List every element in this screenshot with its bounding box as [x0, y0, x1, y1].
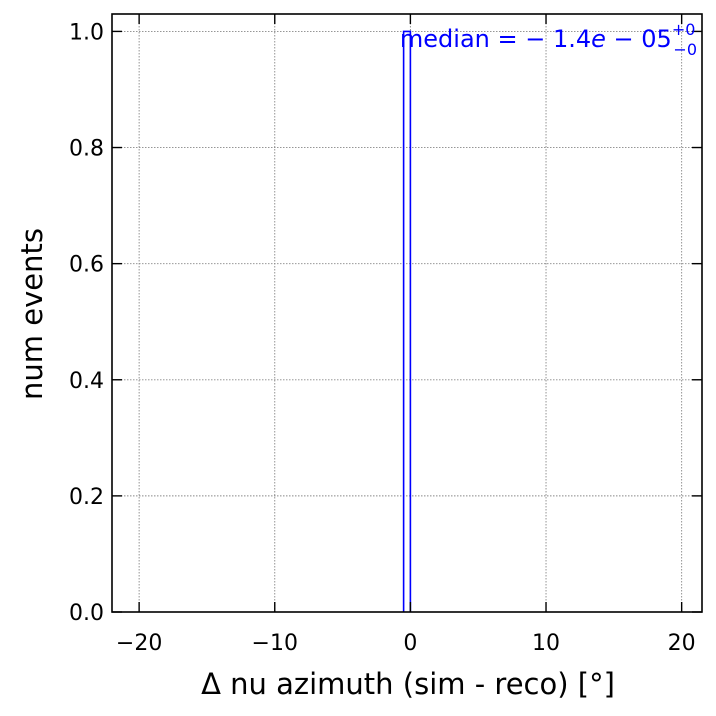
median-exponent-e: e [591, 25, 606, 53]
grid [112, 14, 702, 613]
y-tick-label: 0.8 [69, 137, 104, 162]
plot-frame [111, 13, 703, 613]
y-tick-labels: 0.0 0.2 0.4 0.6 0.8 1.0 [69, 20, 104, 626]
histogram-bin [402, 30, 412, 612]
median-equals: = − 1.4 [490, 25, 591, 53]
x-tick-label: 20 [668, 631, 696, 656]
x-tick-label: 10 [532, 631, 560, 656]
median-word: median [400, 25, 490, 53]
x-tick-labels: −20 −10 0 10 20 [116, 631, 696, 656]
x-tick-label: −10 [252, 631, 298, 656]
median-annotation: median = − 1.4e − 05+0 −0 [400, 20, 697, 59]
y-tick-label: 0.4 [69, 369, 104, 394]
x-tick-label: −20 [116, 631, 162, 656]
y-axis-label: num events [15, 228, 49, 400]
median-lower-error: −0 [673, 40, 697, 59]
y-tick-label: 0.6 [69, 253, 104, 278]
ticks [112, 14, 702, 613]
y-tick-label: 0.0 [69, 601, 104, 626]
x-tick-label: 0 [403, 631, 417, 656]
y-tick-label: 0.2 [69, 485, 104, 510]
median-exponent: − 05 [606, 25, 672, 53]
histogram-bars [402, 30, 412, 612]
x-axis-label: Δ nu azimuth (sim - reco) [°] [201, 667, 615, 701]
median-upper-error: +0 [672, 20, 696, 39]
y-tick-label: 1.0 [69, 20, 104, 45]
